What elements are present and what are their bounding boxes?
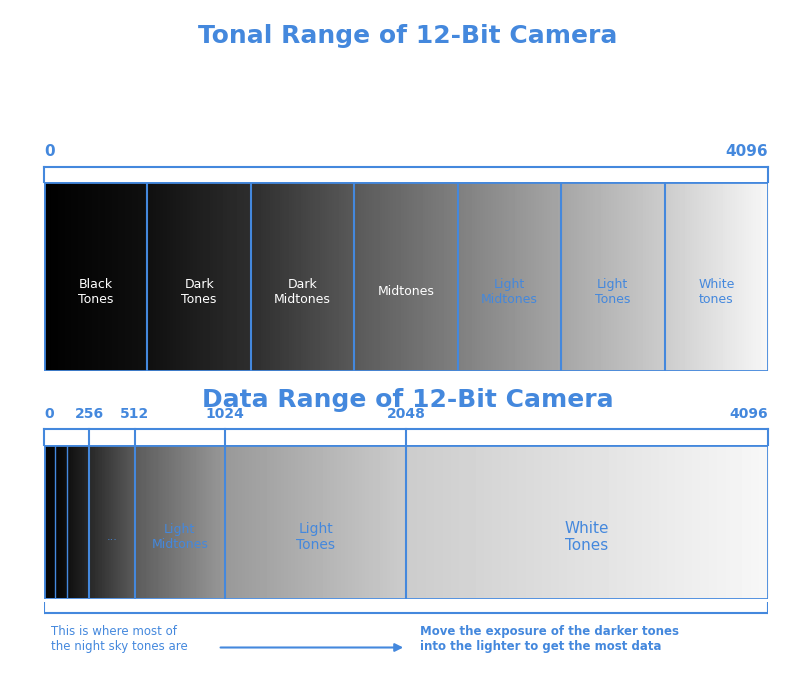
Text: Tonal Range of 12-Bit Camera: Tonal Range of 12-Bit Camera [198, 25, 618, 48]
Text: Light
Midtones: Light Midtones [481, 278, 538, 306]
Text: White
Tones: White Tones [565, 521, 610, 553]
Text: Light
Tones: Light Tones [595, 278, 630, 306]
Text: 0: 0 [44, 144, 54, 160]
Text: Data Range of 12-Bit Camera: Data Range of 12-Bit Camera [202, 389, 614, 412]
Text: Move the exposure of the darker tones
into the lighter to get the most data: Move the exposure of the darker tones in… [421, 624, 679, 652]
Text: Dark
Midtones: Dark Midtones [274, 278, 331, 306]
Text: 0: 0 [44, 407, 54, 421]
Text: Black
Tones: Black Tones [78, 278, 114, 306]
Text: 256: 256 [74, 407, 104, 421]
Text: Light
Tones: Light Tones [296, 522, 335, 552]
Text: This is where most of
the night sky tones are: This is where most of the night sky tone… [51, 624, 188, 652]
Text: 4096: 4096 [726, 144, 768, 160]
Text: 2048: 2048 [386, 407, 426, 421]
Text: Dark
Tones: Dark Tones [182, 278, 217, 306]
Text: Midtones: Midtones [378, 285, 434, 298]
Text: 1024: 1024 [206, 407, 245, 421]
Text: 512: 512 [120, 407, 149, 421]
Text: Light
Midtones: Light Midtones [151, 523, 208, 551]
Text: ...: ... [106, 532, 118, 542]
Text: White
tones: White tones [698, 278, 734, 306]
Text: 4096: 4096 [730, 407, 768, 421]
